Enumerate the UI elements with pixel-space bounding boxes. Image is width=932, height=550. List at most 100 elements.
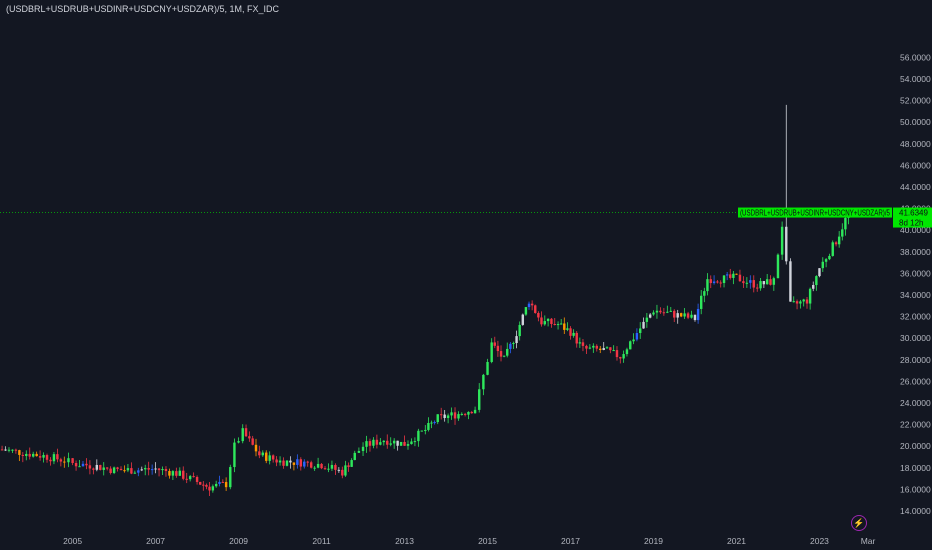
candle-body [161, 469, 164, 471]
candle-body [71, 458, 74, 464]
candle-body [696, 308, 700, 321]
candle-body [56, 454, 59, 460]
candle-body [765, 279, 769, 285]
candle-body [330, 464, 334, 469]
candle-body [357, 451, 361, 453]
x-tick-label: 2023 [810, 536, 829, 546]
candle-body [116, 467, 119, 469]
candle-body [218, 481, 221, 484]
candle-body [67, 458, 70, 463]
candle-body [372, 439, 375, 446]
candle-body [85, 463, 88, 466]
candle-body [178, 470, 182, 476]
candle-body [802, 299, 805, 302]
candle-body [756, 287, 759, 289]
symbol-tag-background [738, 207, 892, 218]
x-tick-label: 2007 [146, 536, 165, 546]
candle-body [619, 357, 622, 359]
candle-body [742, 281, 745, 284]
candle-body [195, 476, 199, 482]
candle-body [430, 422, 433, 424]
candle-body [478, 389, 481, 410]
candle-body [353, 452, 356, 461]
y-tick-label: 14.0000 [900, 506, 931, 516]
candle-body [112, 467, 116, 474]
candle-body [208, 486, 211, 491]
candle-body [673, 310, 676, 318]
candle-body [473, 409, 477, 414]
candle-body [553, 323, 556, 325]
candle-body [669, 310, 672, 312]
candle-body [805, 299, 809, 304]
lightning-bolt-icon[interactable]: ⚡ [851, 515, 867, 531]
candle-body [789, 261, 792, 302]
candle-body [563, 323, 566, 330]
y-tick-label: 16.0000 [900, 484, 931, 494]
y-tick-label: 18.0000 [900, 463, 931, 473]
candle-body [185, 478, 188, 480]
candle-body [446, 415, 450, 419]
candle-body [540, 317, 543, 325]
candle-body [244, 428, 248, 437]
candle-body [88, 465, 92, 469]
candle-body [812, 285, 815, 289]
candle-body [389, 443, 392, 445]
candle-body [530, 303, 534, 306]
candle-body [834, 242, 838, 245]
candle-body [785, 226, 788, 262]
candle-body [655, 310, 659, 313]
candle-body [578, 342, 582, 344]
candle-body [271, 455, 275, 460]
candle-body [25, 453, 28, 456]
candle-body [659, 310, 662, 313]
candle-body [506, 348, 509, 356]
candle-body [662, 312, 666, 314]
candle-body [706, 279, 709, 292]
candle-body [410, 441, 413, 445]
candle-body [403, 441, 406, 446]
candle-body [323, 468, 327, 470]
candle-body [828, 255, 831, 260]
candle-body [175, 471, 178, 476]
candle-body [612, 350, 615, 352]
candle-body [615, 350, 619, 358]
x-tick-label: Mar [861, 536, 876, 546]
candle-body [248, 436, 251, 439]
candle-body [292, 462, 296, 465]
candle-body [265, 452, 268, 461]
y-axis[interactable]: 14.0000 16.0000 18.0000 20.0000 22.0000 24.00… [900, 52, 931, 516]
candle-body [524, 307, 528, 315]
price-tag-background [893, 207, 932, 228]
candle-body [214, 483, 218, 487]
candle-body [198, 481, 202, 485]
candle-body [417, 430, 420, 442]
candle-body [467, 411, 470, 415]
candle-body [221, 481, 225, 483]
candle-body [258, 451, 261, 456]
y-tick-label: 48.0000 [900, 139, 931, 149]
candle-body [499, 351, 503, 357]
candle-body [420, 430, 424, 432]
candle-body [709, 279, 712, 284]
candle-body [482, 374, 485, 390]
x-axis[interactable]: 2005 2007 2009 2011 2013 2015 2017 2019 2021 2023… [63, 536, 875, 546]
y-tick-label: 46.0000 [900, 160, 931, 170]
candle-body [729, 274, 732, 278]
candle-body [666, 311, 669, 313]
candle-body [566, 328, 569, 330]
candle-body [622, 354, 625, 359]
candle-body [133, 472, 137, 474]
candle-body [78, 466, 81, 468]
candle-body [436, 414, 439, 423]
candle-body [700, 295, 703, 309]
candle-body [642, 321, 645, 329]
candle-body [126, 468, 130, 471]
candle-body [14, 449, 18, 451]
candle-body [31, 453, 35, 457]
candle-body [686, 313, 690, 318]
candle-body [109, 468, 112, 474]
candle-body [509, 343, 512, 349]
candle-body [652, 312, 655, 315]
candle-body [52, 454, 56, 462]
